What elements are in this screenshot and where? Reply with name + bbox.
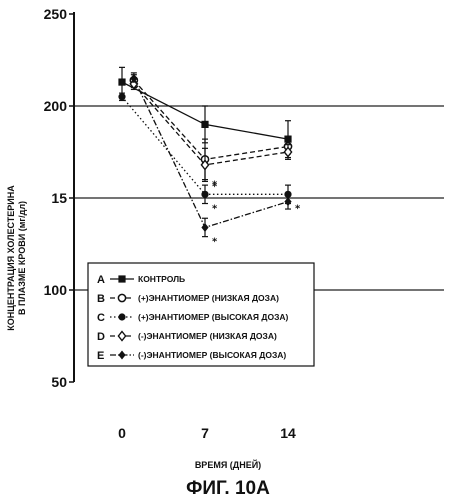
y-ticks: 250 200 15 100 50 [44, 6, 74, 390]
legend-marker [118, 275, 125, 282]
data-point [201, 121, 208, 128]
legend-letter: A [97, 274, 105, 286]
series-line [134, 84, 288, 165]
x-tick-label: 0 [118, 425, 126, 441]
y-tick-label: 15 [51, 190, 67, 206]
legend-label: (+)ЭНАНТИОМЕР (ВЫСОКАЯ ДОЗА) [138, 312, 289, 322]
data-point [118, 78, 125, 85]
marker-shape [118, 275, 125, 282]
marker-shape [118, 313, 125, 320]
marker-shape [118, 93, 125, 100]
marker-shape [201, 223, 208, 232]
series: ***** [118, 67, 301, 247]
legend-letter: D [97, 331, 105, 343]
legend-marker [118, 294, 125, 301]
figure-caption: ФИГ. 10А [186, 478, 270, 499]
legend: A КОНТРОЛЬ B (+)ЭНАНТИОМЕР (НИЗКАЯ ДОЗА) C (+… [88, 263, 314, 366]
y-axis-title-line-2: В ПЛАЗМЕ КРОВИ (мг/дл) [17, 201, 27, 315]
legend-letter: B [97, 293, 105, 305]
marker-shape [118, 78, 125, 85]
data-point [118, 93, 125, 100]
series-e: * [130, 74, 291, 248]
legend-letter: E [97, 350, 104, 362]
significance-star: * [212, 181, 218, 192]
data-point [201, 223, 208, 232]
significance-star: * [212, 237, 218, 248]
significance-star: * [295, 204, 301, 215]
marker-shape [118, 294, 125, 301]
legend-marker [118, 313, 125, 320]
y-axis-title-line-1: КОНЦЕНТРАЦИЯ ХОЛЕСТЕРИНА [6, 185, 16, 331]
y-tick-label: 200 [44, 98, 68, 114]
series-b: * [130, 73, 291, 191]
x-tick-label: 14 [280, 425, 296, 441]
legend-letter: C [97, 312, 105, 324]
legend-label: (+)ЭНАНТИОМЕР (НИЗКАЯ ДОЗА) [138, 293, 279, 303]
y-tick-label: 100 [44, 282, 68, 298]
data-point [201, 191, 208, 198]
x-ticks: 0 7 14 [118, 425, 296, 441]
x-axis-title: ВРЕМЯ (ДНЕЙ) [195, 459, 261, 470]
series-line [134, 78, 288, 227]
legend-label: (-)ЭНАНТИОМЕР (НИЗКАЯ ДОЗА) [138, 331, 277, 341]
marker-shape [201, 121, 208, 128]
y-tick-label: 50 [51, 374, 67, 390]
legend-label: КОНТРОЛЬ [138, 274, 185, 284]
series-line [134, 80, 288, 159]
x-tick-label: 7 [201, 425, 209, 441]
legend-label: (-)ЭНАНТИОМЕР (ВЫСОКАЯ ДОЗА) [138, 350, 286, 360]
significance-star: * [212, 204, 218, 215]
y-tick-label: 250 [44, 6, 68, 22]
marker-shape [201, 191, 208, 198]
